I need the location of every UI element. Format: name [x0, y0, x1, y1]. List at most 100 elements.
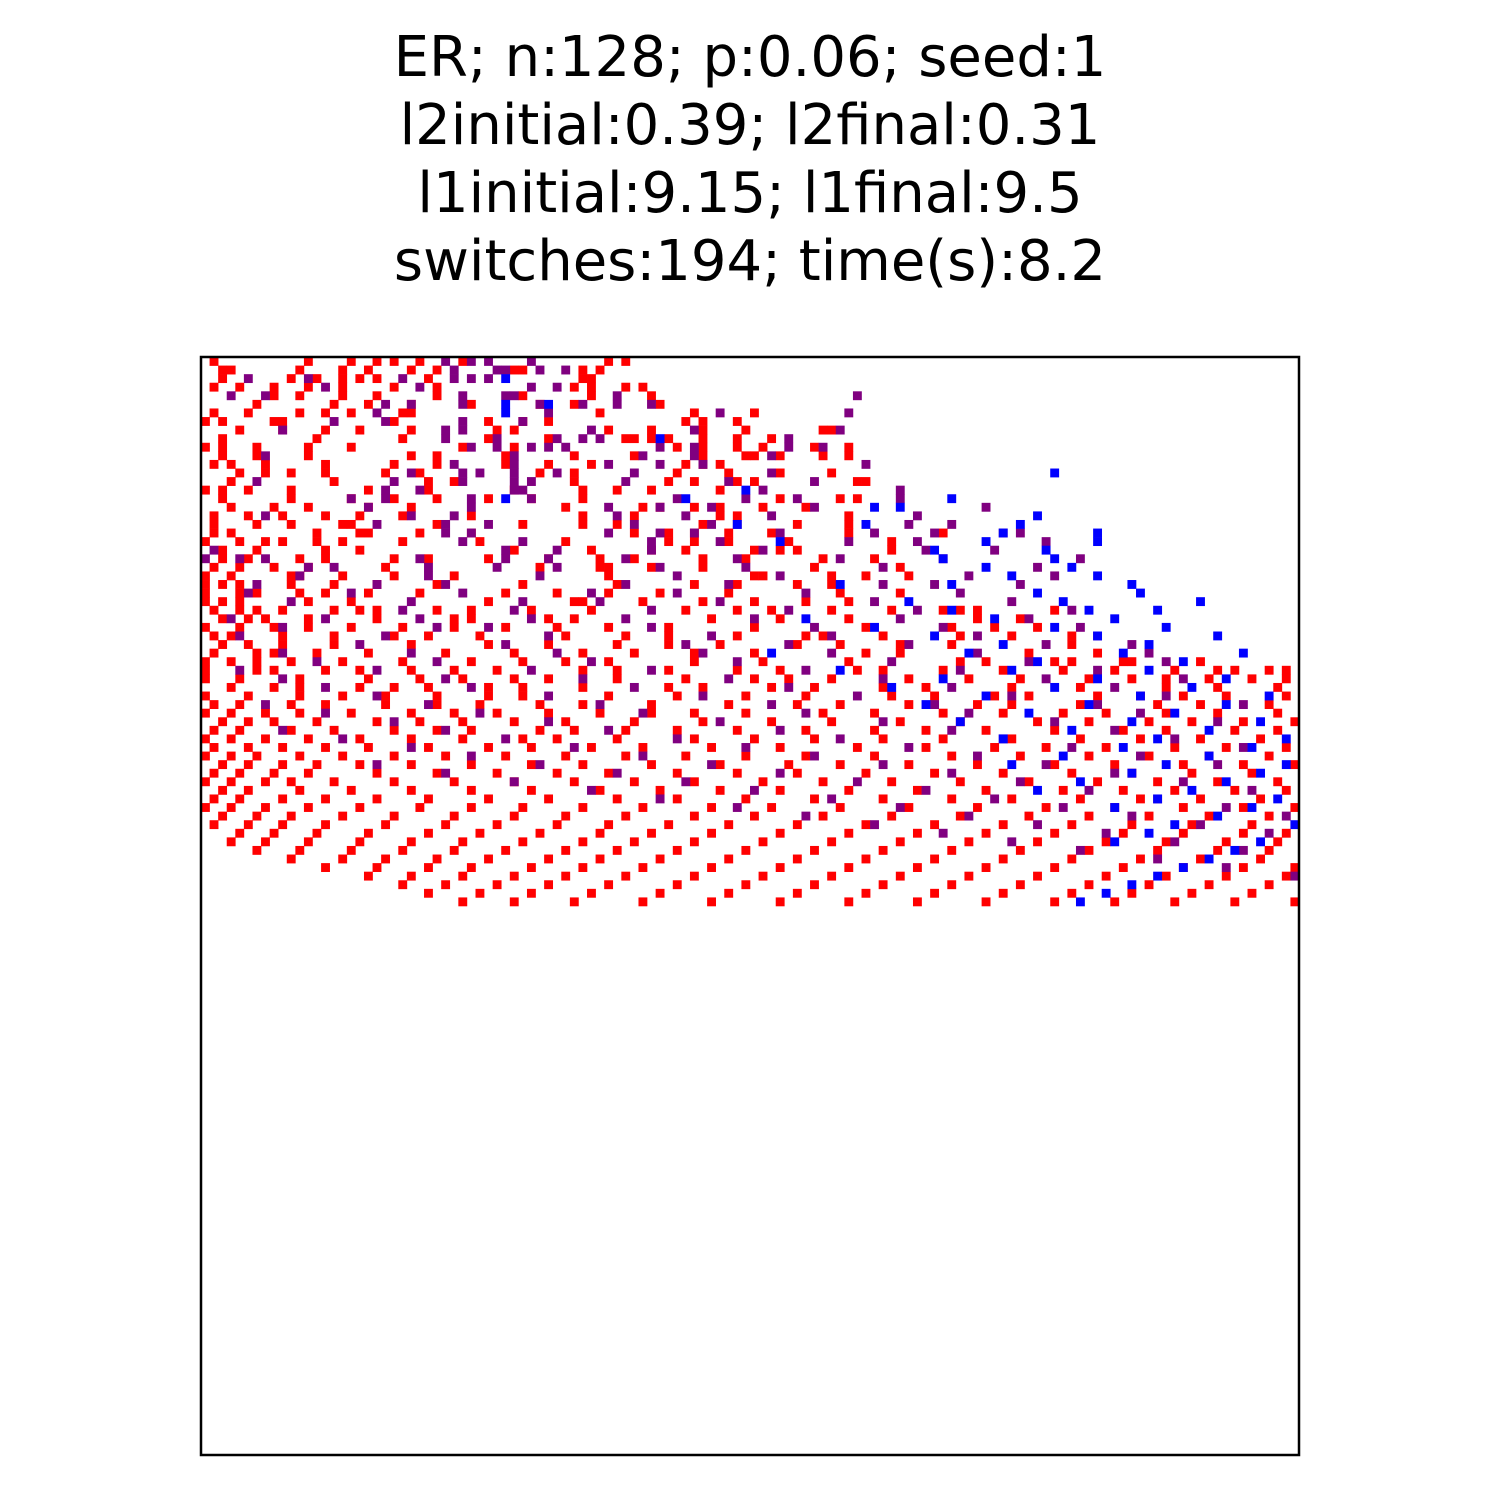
matrix-cell-red — [424, 374, 433, 384]
matrix-cell-red — [629, 837, 639, 847]
matrix-cell-blue — [1221, 674, 1231, 684]
matrix-cell-red — [844, 657, 854, 667]
matrix-cell-red — [424, 794, 433, 804]
matrix-cell-red — [218, 545, 228, 555]
matrix-cell-red — [509, 717, 519, 727]
matrix-cell-purple — [278, 425, 288, 435]
matrix-cell-red — [458, 442, 468, 452]
matrix-cell-red — [612, 674, 622, 684]
matrix-cell-red — [295, 674, 305, 684]
matrix-cell-red — [1144, 717, 1154, 727]
matrix-cell-red — [286, 777, 296, 787]
matrix-cell-blue — [1144, 640, 1154, 649]
matrix-cell-purple — [1067, 605, 1077, 615]
matrix-cell-red — [698, 717, 708, 727]
matrix-cell-red — [295, 391, 305, 401]
matrix-cell-red — [1178, 828, 1188, 838]
matrix-cell-blue — [1256, 717, 1265, 727]
matrix-cell-purple — [552, 545, 562, 555]
title-line-3: l1initial:9.15; l1final:9.5 — [417, 161, 1083, 226]
matrix-cell-purple — [973, 751, 982, 761]
matrix-cell-purple — [621, 477, 631, 486]
matrix-cell-purple — [767, 511, 777, 521]
matrix-cell-red — [1118, 657, 1128, 667]
chart-title: ER; n:128; p:0.06; seed:1 l2initial:0.39… — [0, 24, 1500, 296]
matrix-cell-purple — [406, 399, 416, 409]
matrix-cell-red — [286, 519, 296, 529]
matrix-cell-red — [921, 725, 931, 735]
matrix-cell-red — [269, 622, 279, 632]
title-line-4: switches:194; time(s):8.2 — [393, 229, 1107, 294]
matrix-cell-red — [321, 511, 330, 521]
matrix-cell-purple — [629, 519, 639, 529]
matrix-cell-red — [569, 399, 579, 409]
matrix-cell-red — [638, 382, 648, 392]
matrix-cell-purple — [1221, 803, 1231, 812]
matrix-cell-red — [406, 365, 416, 375]
matrix-cell-blue — [1221, 700, 1231, 710]
matrix-cell-purple — [810, 502, 819, 512]
matrix-cell-red — [252, 451, 262, 461]
matrix-cell-red — [878, 794, 888, 804]
matrix-cell-red — [724, 854, 734, 864]
matrix-cell-red — [1153, 845, 1163, 855]
matrix-cell-red — [303, 597, 313, 607]
matrix-cell-red — [226, 459, 236, 469]
matrix-cell-red — [544, 708, 554, 718]
matrix-cell-red — [1238, 760, 1248, 770]
matrix-cell-red — [321, 468, 330, 478]
matrix-cell-purple — [1093, 665, 1103, 675]
matrix-cell-red — [484, 417, 493, 426]
matrix-cell-red — [998, 888, 1008, 898]
matrix-cell-red — [458, 871, 468, 881]
matrix-cell-purple — [698, 648, 708, 658]
matrix-cell-red — [226, 365, 236, 375]
matrix-cell-red — [775, 743, 785, 752]
matrix-cell-purple — [338, 734, 348, 744]
matrix-cell-red — [887, 605, 897, 615]
matrix-cell-red — [1196, 794, 1205, 804]
matrix-cell-red — [1170, 785, 1180, 795]
matrix-cell-red — [1170, 743, 1180, 752]
matrix-cell-red — [775, 614, 785, 624]
matrix-cell-red — [261, 459, 270, 469]
matrix-cell-purple — [1033, 562, 1042, 572]
matrix-cell-purple — [441, 674, 451, 684]
matrix-cell-red — [338, 811, 348, 821]
matrix-cell-red — [449, 614, 459, 624]
matrix-cell-blue — [1075, 897, 1085, 907]
matrix-cell-red — [1273, 837, 1283, 847]
matrix-cell-purple — [587, 657, 596, 667]
matrix-cell-purple — [587, 785, 596, 795]
matrix-cell-red — [312, 828, 322, 838]
matrix-cell-red — [595, 785, 605, 795]
matrix-cell-red — [930, 691, 940, 701]
matrix-cell-red — [698, 562, 708, 572]
matrix-cell-red — [621, 382, 631, 392]
matrix-cell-red — [741, 708, 751, 718]
matrix-cell-red — [321, 554, 330, 564]
matrix-cell-red — [475, 700, 485, 710]
matrix-cell-red — [424, 743, 433, 752]
matrix-cell-red — [235, 725, 245, 735]
matrix-cell-purple — [381, 399, 391, 409]
matrix-cell-purple — [629, 682, 639, 692]
matrix-cell-purple — [775, 571, 785, 581]
matrix-cell-red — [535, 562, 545, 572]
matrix-cell-red — [750, 597, 759, 607]
matrix-cell-red — [1153, 700, 1163, 710]
matrix-cell-red — [278, 417, 288, 426]
matrix-cell-red — [329, 725, 339, 735]
matrix-cell-red — [612, 845, 622, 855]
matrix-cell-red — [1187, 717, 1197, 727]
matrix-cell-purple — [1101, 828, 1111, 838]
matrix-cell-red — [312, 374, 322, 384]
matrix-cell-blue — [947, 605, 957, 615]
matrix-cell-purple — [458, 468, 468, 478]
matrix-cell-red — [810, 734, 819, 744]
matrix-cell-purple — [801, 588, 811, 598]
matrix-cell-red — [861, 571, 871, 581]
matrix-cell-red — [449, 622, 459, 632]
matrix-cell-red — [218, 640, 228, 649]
matrix-cell-red — [484, 794, 493, 804]
